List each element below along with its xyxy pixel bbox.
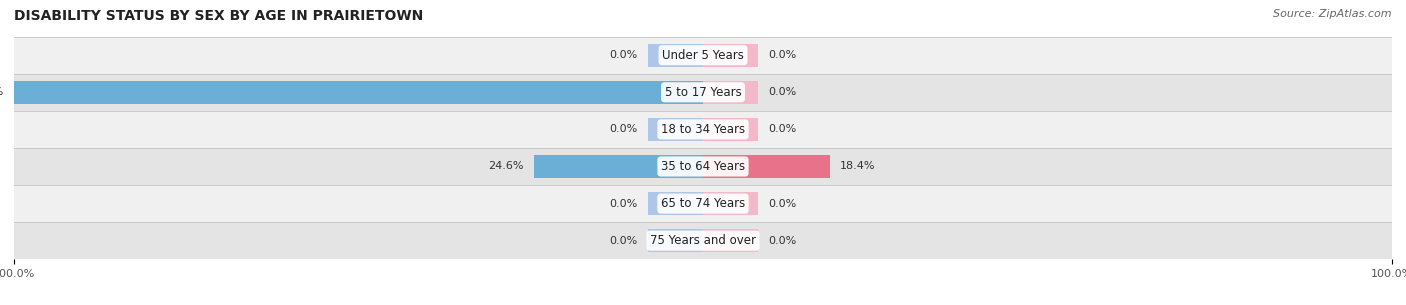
Text: 35 to 64 Years: 35 to 64 Years	[661, 160, 745, 173]
Text: 75 Years and over: 75 Years and over	[650, 234, 756, 247]
Text: 0.0%: 0.0%	[609, 50, 637, 60]
Bar	[648, 229, 703, 252]
Bar	[14, 222, 1392, 259]
Bar	[648, 192, 703, 215]
Text: 0.0%: 0.0%	[609, 199, 637, 209]
Text: 18 to 34 Years: 18 to 34 Years	[661, 123, 745, 136]
Text: Source: ZipAtlas.com: Source: ZipAtlas.com	[1274, 9, 1392, 19]
Bar	[703, 44, 758, 67]
Bar	[648, 118, 703, 141]
Bar	[703, 81, 758, 104]
Text: DISABILITY STATUS BY SEX BY AGE IN PRAIRIETOWN: DISABILITY STATUS BY SEX BY AGE IN PRAIR…	[14, 9, 423, 23]
Bar	[533, 155, 703, 178]
Text: 100.0%: 100.0%	[0, 87, 4, 97]
Text: 0.0%: 0.0%	[769, 236, 797, 246]
Text: 0.0%: 0.0%	[769, 199, 797, 209]
Bar	[14, 74, 1392, 111]
Bar	[14, 81, 703, 104]
Text: 18.4%: 18.4%	[841, 161, 876, 171]
Text: 0.0%: 0.0%	[609, 236, 637, 246]
Text: 5 to 17 Years: 5 to 17 Years	[665, 86, 741, 99]
Text: 24.6%: 24.6%	[488, 161, 523, 171]
Text: Under 5 Years: Under 5 Years	[662, 49, 744, 62]
Text: 0.0%: 0.0%	[769, 87, 797, 97]
Bar	[703, 192, 758, 215]
Bar	[703, 155, 830, 178]
Text: 0.0%: 0.0%	[769, 124, 797, 135]
Text: 0.0%: 0.0%	[609, 124, 637, 135]
Bar	[14, 185, 1392, 222]
Bar	[14, 148, 1392, 185]
Bar	[703, 118, 758, 141]
Bar	[14, 111, 1392, 148]
Bar	[648, 44, 703, 67]
Text: 0.0%: 0.0%	[769, 50, 797, 60]
Text: 65 to 74 Years: 65 to 74 Years	[661, 197, 745, 210]
Bar	[703, 229, 758, 252]
Bar	[14, 37, 1392, 74]
